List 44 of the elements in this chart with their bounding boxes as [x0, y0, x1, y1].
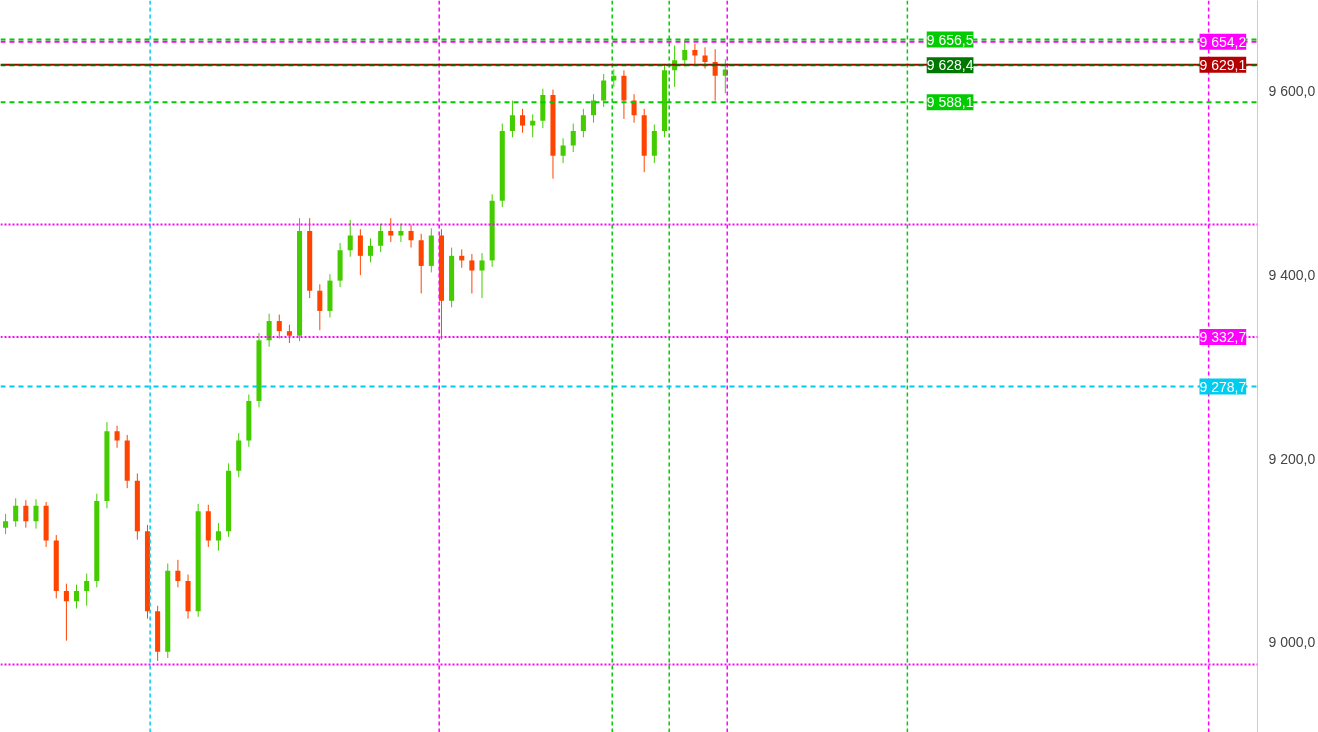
ref-line-label: 9 332,7	[1199, 328, 1247, 345]
candlestick	[84, 573, 90, 607]
candlestick	[73, 584, 80, 610]
candlestick	[33, 498, 39, 530]
candlestick	[215, 522, 221, 552]
candlestick	[580, 108, 586, 138]
y-tick-label: 9 000,0	[1268, 634, 1316, 651]
ref-line-label: 9 656,5	[926, 31, 974, 48]
candlestick	[286, 324, 292, 344]
ref-line-label: 9 588,1	[926, 94, 974, 111]
candlestick	[692, 43, 698, 65]
candlestick	[276, 314, 282, 339]
candlestick	[398, 223, 404, 243]
candlestick	[469, 253, 475, 294]
ref-line-label: 9 629,1	[1199, 56, 1247, 73]
ref-line-label: 9 278,7	[1199, 378, 1247, 395]
candlestick	[357, 228, 363, 276]
candlestick	[388, 217, 394, 243]
candlestick	[560, 137, 566, 164]
candlestick	[367, 237, 374, 263]
candlestick	[3, 513, 9, 535]
candlestick	[601, 73, 607, 108]
candlestick	[114, 425, 120, 449]
y-tick-label: 9 600,0	[1268, 83, 1316, 100]
candlestick	[13, 497, 19, 528]
candlestick	[479, 252, 485, 299]
candlestick	[702, 46, 708, 69]
candlestick	[347, 219, 353, 258]
candlestick	[266, 313, 272, 348]
ref-line-label: 9 628,4	[926, 57, 974, 74]
ref-line-label: 9 654,2	[1199, 33, 1247, 50]
candlestick	[509, 100, 515, 138]
y-tick-label: 9 400,0	[1268, 267, 1316, 284]
candlestick	[408, 224, 414, 249]
candlestick	[590, 93, 597, 124]
candlestick	[520, 108, 526, 134]
candlestick	[378, 223, 384, 253]
candlestick	[175, 559, 181, 588]
candlestick	[317, 283, 323, 331]
candlestick	[23, 499, 29, 529]
candlestick	[570, 123, 576, 153]
candlestick	[682, 39, 688, 68]
y-tick-label: 9 200,0	[1268, 450, 1316, 467]
candlestick	[63, 583, 69, 642]
